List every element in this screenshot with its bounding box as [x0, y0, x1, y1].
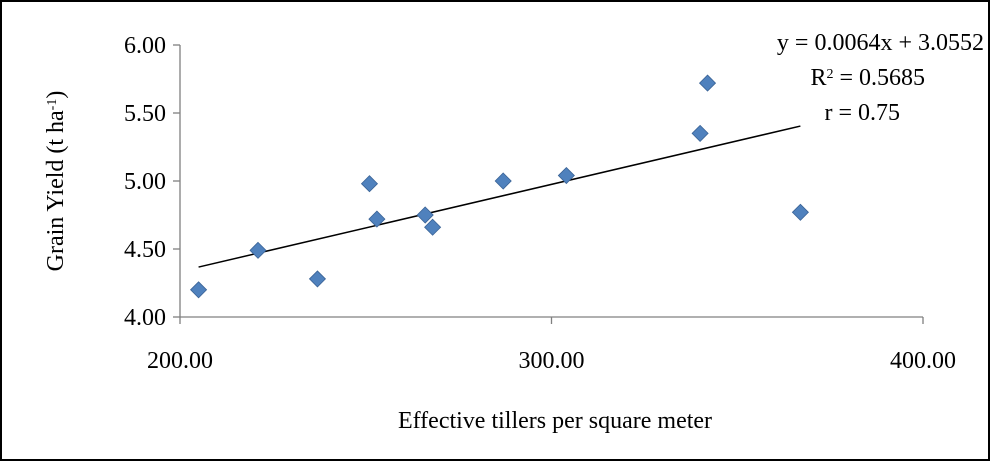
data-point: [791, 203, 809, 221]
trendline-group: [198, 125, 801, 268]
r-squared-superscript: 2: [826, 67, 833, 82]
y-tick-label: 4.50: [124, 237, 166, 263]
y-ticks: 4.00 4.50 5.00 5.50 6.00: [124, 33, 180, 331]
y-tick-label: 5.00: [124, 169, 166, 195]
y-axis-label-close: ): [43, 91, 69, 99]
data-point: [698, 74, 717, 92]
y-axis-label-superscript: -1: [45, 99, 60, 111]
x-tick-label: 200.00: [147, 348, 213, 374]
data-point: [249, 241, 267, 259]
trendline: [198, 125, 801, 268]
y-axis-label-main: Grain Yield (t ha: [43, 110, 69, 271]
data-point: [557, 166, 575, 185]
y-tick-label: 4.00: [124, 305, 166, 331]
data-point: [308, 270, 327, 288]
data-point: [190, 281, 208, 299]
r-squared-value: = 0.5685: [833, 65, 925, 91]
data-point: [416, 206, 434, 224]
data-point: [360, 175, 379, 193]
x-tick-label: 300.00: [519, 348, 585, 374]
r-squared-prefix: R: [810, 65, 826, 91]
data-points: [190, 74, 809, 299]
r-annotation: r = 0.75: [824, 100, 900, 126]
r-squared-annotation: R2 = 0.5685: [810, 65, 925, 91]
y-tick-label: 5.50: [124, 101, 166, 127]
y-axis-label: Grain Yield (t ha-1): [43, 91, 69, 272]
equation-annotation: y = 0.0064x + 3.0552: [777, 30, 984, 56]
data-point: [494, 172, 512, 190]
data-point: [691, 124, 709, 142]
data-point: [424, 218, 442, 236]
data-point: [368, 210, 386, 228]
x-ticks: 200.00 300.00 400.00: [147, 317, 956, 374]
x-axis-label: Effective tillers per square meter: [398, 408, 712, 434]
y-tick-label: 6.00: [124, 33, 166, 59]
x-tick-label: 400.00: [890, 348, 956, 374]
